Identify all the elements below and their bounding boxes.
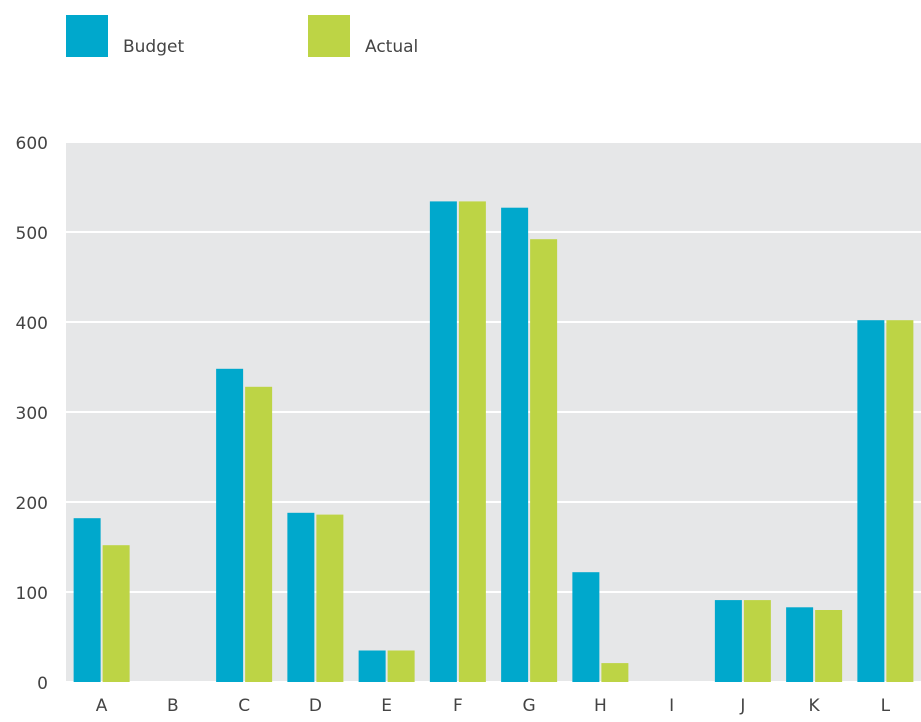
- bar: [572, 572, 600, 682]
- bar: [857, 320, 885, 682]
- bar: [815, 610, 843, 682]
- x-tick-label: J: [739, 696, 745, 716]
- x-tick-label: L: [881, 696, 891, 716]
- y-tick-label: 600: [16, 134, 48, 154]
- y-tick-label: 400: [16, 314, 48, 334]
- legend-label: Actual: [365, 37, 418, 57]
- bar: [601, 663, 629, 682]
- x-tick-label: E: [381, 696, 392, 716]
- x-tick-label: A: [96, 696, 108, 716]
- y-tick-label: 100: [16, 584, 48, 604]
- bar: [501, 207, 529, 682]
- bar: [316, 514, 344, 682]
- x-tick-label: B: [167, 696, 179, 716]
- x-tick-label: G: [523, 696, 536, 716]
- bar: [287, 512, 315, 682]
- legend-swatch: [308, 15, 350, 57]
- bar: [530, 239, 558, 682]
- x-tick-label: K: [809, 696, 821, 716]
- y-tick-label: 500: [16, 224, 48, 244]
- y-tick-label: 300: [16, 404, 48, 424]
- x-tick-label: F: [453, 696, 463, 716]
- bar: [714, 600, 742, 682]
- y-tick-label: 200: [16, 494, 48, 514]
- bar: [786, 607, 814, 682]
- bar: [429, 201, 457, 682]
- bar: [73, 518, 101, 682]
- bar: [102, 545, 130, 682]
- bar: [458, 201, 486, 682]
- bar: [387, 650, 415, 682]
- x-tick-label: I: [669, 696, 674, 716]
- bar: [886, 320, 914, 682]
- legend-swatch: [66, 15, 108, 57]
- bar: [358, 650, 386, 682]
- bar: [245, 386, 273, 682]
- bar: [216, 368, 244, 682]
- x-tick-label: D: [309, 696, 322, 716]
- x-tick-label: C: [238, 696, 250, 716]
- x-tick-label: H: [594, 696, 607, 716]
- y-tick-label: 0: [37, 674, 48, 694]
- bar: [743, 600, 771, 682]
- legend-label: Budget: [123, 37, 184, 57]
